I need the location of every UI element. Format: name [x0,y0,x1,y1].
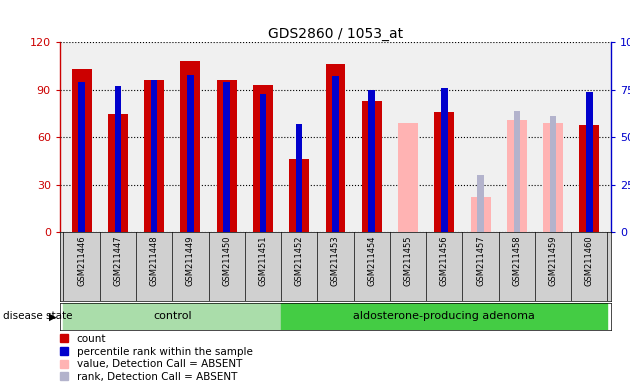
Text: ▶: ▶ [49,311,57,321]
Bar [507,120,527,232]
Bar [64,303,281,330]
Text: GSM211453: GSM211453 [331,236,340,286]
Bar [326,65,345,232]
Bar [471,197,491,232]
Bar [398,123,418,232]
Bar [543,123,563,232]
Text: GSM211448: GSM211448 [150,236,159,286]
Text: aldosterone-producing adenoma: aldosterone-producing adenoma [353,311,536,321]
Text: disease state: disease state [3,311,72,321]
Text: control: control [153,311,192,321]
Bar [369,90,375,232]
Bar [362,101,382,232]
Bar [260,94,266,232]
Text: GSM211446: GSM211446 [77,236,86,286]
Bar [224,82,230,232]
Text: GSM211458: GSM211458 [512,236,521,286]
Bar [478,175,484,232]
Bar [513,111,520,232]
Text: GSM211451: GSM211451 [258,236,268,286]
Bar [108,114,128,232]
Bar [78,82,85,232]
Bar [580,124,599,232]
Bar [144,80,164,232]
Text: GSM211447: GSM211447 [113,236,122,286]
Title: GDS2860 / 1053_at: GDS2860 / 1053_at [268,27,403,41]
Text: GSM211455: GSM211455 [403,236,413,286]
Bar [296,124,302,232]
Text: GSM211456: GSM211456 [440,236,449,286]
Text: GSM211454: GSM211454 [367,236,376,286]
Bar [289,159,309,232]
Bar [332,76,339,232]
Bar [72,69,91,232]
Bar [217,80,237,232]
Text: GSM211449: GSM211449 [186,236,195,286]
Bar [550,116,556,232]
Bar [441,88,447,232]
Bar [180,61,200,232]
Bar [115,86,121,232]
Bar [151,80,158,232]
Bar [434,112,454,232]
Text: GSM211452: GSM211452 [295,236,304,286]
Text: GSM211459: GSM211459 [549,236,558,286]
Bar [281,303,607,330]
Text: GSM211460: GSM211460 [585,236,594,286]
Bar [253,85,273,232]
Legend: count, percentile rank within the sample, value, Detection Call = ABSENT, rank, : count, percentile rank within the sample… [60,334,253,382]
Bar [586,92,593,232]
Bar [187,74,193,232]
Text: GSM211450: GSM211450 [222,236,231,286]
Text: GSM211457: GSM211457 [476,236,485,286]
